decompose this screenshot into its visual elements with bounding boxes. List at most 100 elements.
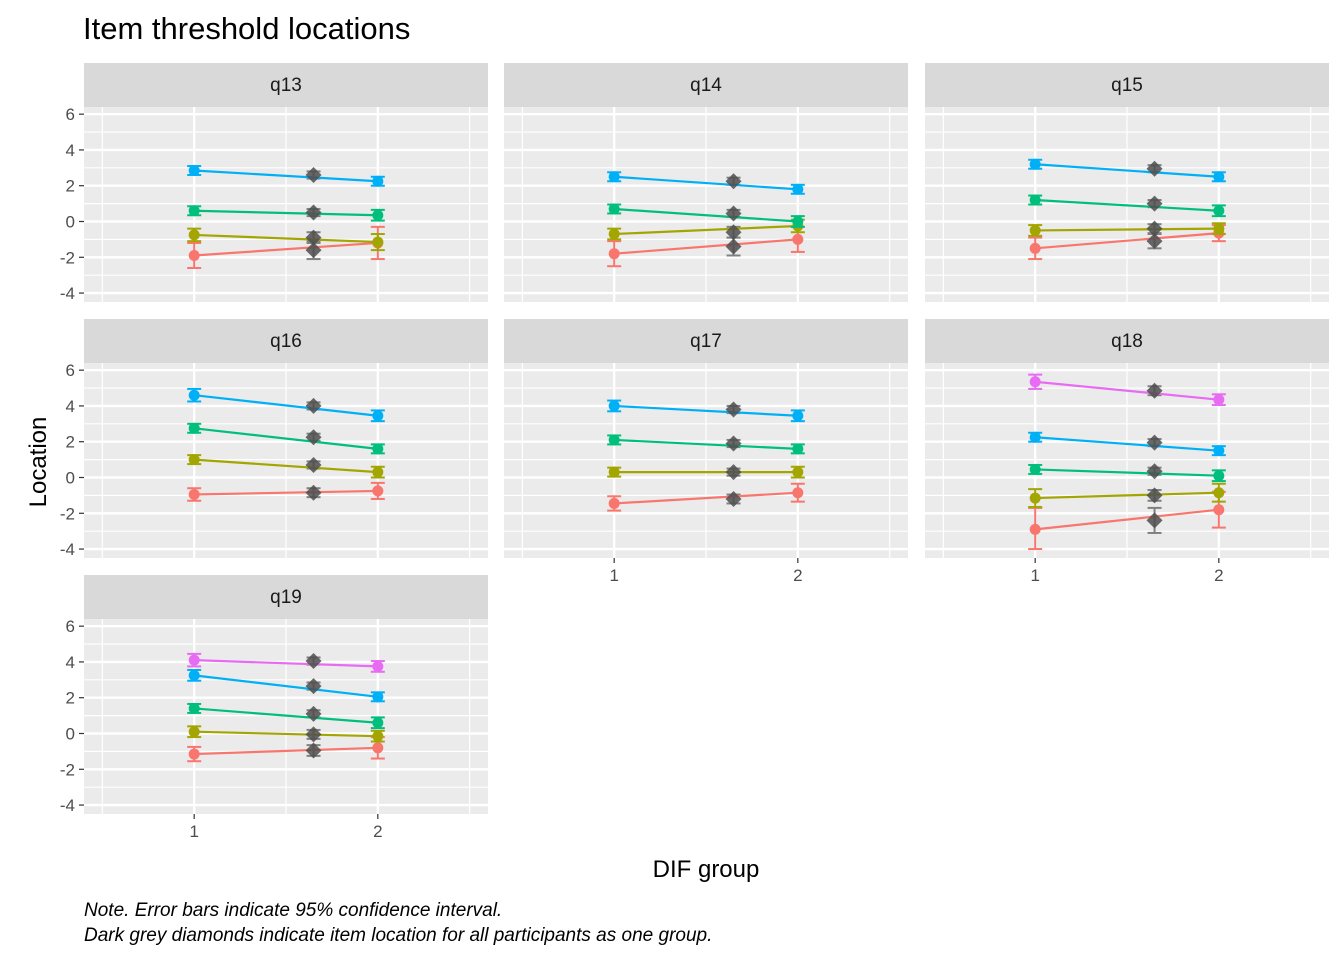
y-tick-label: 0 bbox=[66, 212, 75, 231]
y-tick-label: -2 bbox=[60, 504, 75, 523]
overall-diamond bbox=[1146, 434, 1163, 451]
y-tick-label: 0 bbox=[66, 468, 75, 487]
threshold-point bbox=[1213, 470, 1225, 482]
y-tick-label: -4 bbox=[60, 540, 75, 559]
x-tick-label: 1 bbox=[189, 822, 198, 841]
threshold-line bbox=[194, 674, 378, 698]
threshold-point bbox=[792, 487, 804, 499]
threshold-line bbox=[614, 175, 798, 191]
threshold-point bbox=[188, 165, 200, 177]
threshold-point bbox=[1213, 487, 1225, 499]
y-tick-label: 4 bbox=[66, 141, 75, 160]
x-tick-label: 2 bbox=[373, 822, 382, 841]
y-axis-title: Location bbox=[25, 417, 52, 508]
threshold-point bbox=[608, 203, 620, 215]
overall-diamond bbox=[1146, 233, 1163, 250]
threshold-point bbox=[188, 249, 200, 261]
strip-q15 bbox=[925, 63, 1329, 107]
threshold-point bbox=[188, 669, 200, 681]
strip-label-q16: q16 bbox=[270, 331, 302, 352]
threshold-point bbox=[792, 215, 804, 227]
threshold-point bbox=[188, 726, 200, 738]
threshold-line bbox=[1035, 232, 1219, 250]
threshold-point bbox=[1029, 492, 1041, 504]
overall-diamond bbox=[725, 173, 742, 190]
y-tick-label: 6 bbox=[66, 105, 75, 124]
overall-diamond bbox=[725, 401, 742, 418]
threshold-line bbox=[194, 746, 378, 756]
overall-diamond bbox=[725, 224, 742, 241]
overall-diamond bbox=[305, 397, 322, 414]
strip-label-q18: q18 bbox=[1111, 331, 1143, 352]
strip-label-q19: q19 bbox=[270, 587, 302, 608]
threshold-point bbox=[792, 443, 804, 455]
overall-diamond bbox=[1146, 160, 1163, 177]
strip-label-q15: q15 bbox=[1111, 75, 1143, 96]
strip-q16 bbox=[84, 319, 488, 363]
threshold-line bbox=[614, 404, 798, 417]
threshold-point bbox=[1213, 171, 1225, 183]
overall-diamond bbox=[1146, 512, 1163, 529]
threshold-point bbox=[188, 205, 200, 217]
caption-line-2: Dark grey diamonds indicate item locatio… bbox=[84, 925, 712, 946]
threshold-point bbox=[188, 229, 200, 241]
threshold-point bbox=[372, 175, 384, 187]
threshold-point bbox=[372, 209, 384, 221]
threshold-point bbox=[188, 422, 200, 434]
overall-diamond bbox=[725, 464, 742, 481]
threshold-line bbox=[1035, 491, 1219, 500]
y-tick-label: 2 bbox=[66, 177, 75, 196]
threshold-point bbox=[1029, 224, 1041, 236]
threshold-point bbox=[188, 654, 200, 666]
overall-diamond bbox=[305, 204, 322, 221]
strip-label-q14: q14 bbox=[690, 75, 722, 96]
overall-diamond bbox=[305, 429, 322, 446]
threshold-point bbox=[792, 466, 804, 478]
panel-q15: q15 bbox=[925, 63, 1329, 302]
threshold-point bbox=[608, 466, 620, 478]
threshold-point bbox=[1029, 242, 1041, 254]
threshold-line bbox=[194, 209, 378, 217]
panel-q16: q16 -4 -2 0 2 4 6 bbox=[60, 319, 488, 559]
y-tick-label: 4 bbox=[66, 653, 75, 672]
caption-line-1: Note. Error bars indicate 95% confidence… bbox=[84, 900, 502, 921]
threshold-line bbox=[1035, 198, 1219, 212]
threshold-point bbox=[372, 236, 384, 248]
threshold-line bbox=[1035, 380, 1219, 401]
threshold-point bbox=[372, 466, 384, 478]
threshold-line bbox=[194, 659, 378, 668]
threshold-line bbox=[194, 730, 378, 738]
threshold-line bbox=[614, 491, 798, 505]
y-tick-label: 2 bbox=[66, 689, 75, 708]
threshold-line bbox=[194, 394, 378, 417]
overall-diamond bbox=[305, 229, 322, 246]
overall-diamond bbox=[1146, 220, 1163, 237]
panel-q19: q19 -4 -2 0 2 4 6 1 2 bbox=[60, 575, 488, 841]
threshold-line bbox=[614, 238, 798, 255]
threshold-line bbox=[194, 241, 378, 257]
threshold-point bbox=[1029, 463, 1041, 475]
overall-diamond bbox=[725, 238, 742, 255]
y-tick-label: 0 bbox=[66, 724, 75, 743]
threshold-point bbox=[372, 717, 384, 729]
threshold-line bbox=[1035, 436, 1219, 452]
overall-diamond bbox=[305, 653, 322, 670]
overall-diamond bbox=[1146, 382, 1163, 399]
threshold-point bbox=[1029, 431, 1041, 443]
threshold-point bbox=[608, 171, 620, 183]
threshold-point bbox=[792, 233, 804, 245]
overall-diamond bbox=[725, 490, 742, 507]
threshold-point bbox=[1029, 376, 1041, 388]
threshold-point bbox=[608, 248, 620, 260]
x-tick-label: 1 bbox=[1030, 566, 1039, 585]
overall-diamond bbox=[1146, 487, 1163, 504]
threshold-point bbox=[188, 454, 200, 466]
threshold-point bbox=[1029, 158, 1041, 170]
overall-diamond bbox=[305, 726, 322, 743]
threshold-line bbox=[194, 458, 378, 474]
threshold-point bbox=[372, 742, 384, 754]
y-tick-label: -4 bbox=[60, 796, 75, 815]
overall-diamond bbox=[305, 742, 322, 759]
